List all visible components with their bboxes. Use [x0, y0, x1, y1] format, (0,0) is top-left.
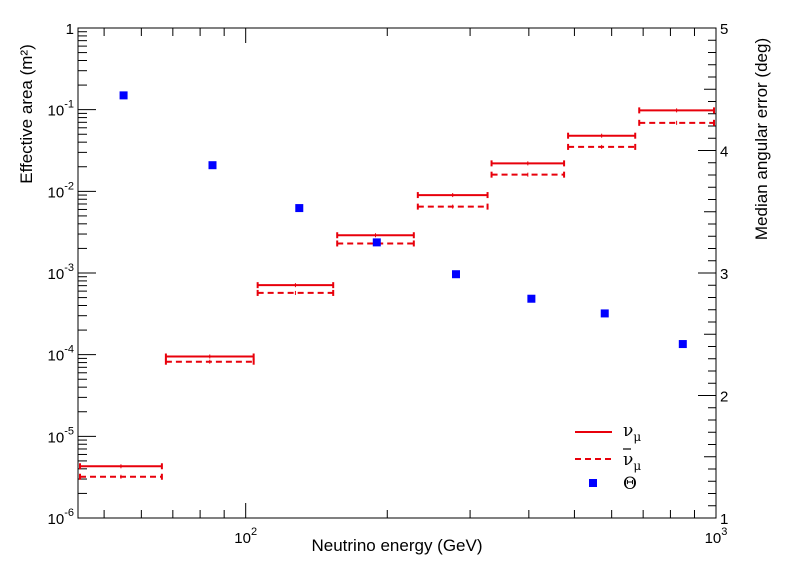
theta-marker: [451, 270, 460, 279]
theta-marker: [119, 91, 128, 100]
y-left-tick-label: 10-2: [48, 180, 74, 201]
series-bars: [79, 107, 715, 480]
y-right-tick-label: 3: [720, 266, 728, 283]
y-left-tick-label: 10-6: [48, 507, 74, 528]
y-right-tick-label: 1: [720, 511, 728, 528]
plot-frame: [77, 27, 717, 519]
x-axis-title: Neutrino energy (GeV): [311, 536, 482, 555]
y-left-tick-label: 10-4: [48, 344, 74, 365]
y-left-tick-label-base: 10: [48, 184, 65, 201]
y-left-tick-label: 10-5: [48, 425, 74, 446]
legend-numu-subscript: μ: [633, 430, 641, 444]
y-left-tick-label-exponent: -2: [64, 180, 74, 192]
legend-theta-swatch: [589, 479, 597, 487]
legend-antinumu-subscript: μ: [633, 459, 641, 473]
y-left-tick-label-base: 1: [66, 21, 74, 38]
legend-theta-label: Θ: [623, 474, 637, 494]
theta-marker: [295, 204, 304, 213]
legend-numu-symbol: ν: [623, 421, 633, 441]
y-left-tick-label-base: 10: [48, 511, 65, 528]
x-tick-label-exponent: 2: [251, 526, 257, 538]
y-left-tick-label: 1: [66, 21, 74, 38]
y-left-tick-label-base: 10: [48, 429, 65, 446]
y-left-tick-label-exponent: -6: [64, 507, 74, 519]
series-markers: [119, 91, 687, 349]
y-left-tick-label: 10-3: [48, 262, 74, 283]
y-left-tick-label-exponent: -4: [64, 344, 74, 356]
legend-antinumu-symbol: ν: [623, 450, 633, 470]
theta-marker: [372, 238, 381, 247]
y-right-tick-label: 4: [720, 144, 728, 161]
y-left-tick-label-exponent: -3: [64, 262, 74, 274]
y-left-tick-label-exponent: -5: [64, 425, 74, 437]
y-left-tick-label-exponent: -1: [64, 99, 74, 111]
y-left-tick-label-base: 10: [48, 348, 65, 365]
y-left-tick-label-base: 10: [48, 266, 65, 283]
y-right-tick-label: 5: [720, 21, 728, 38]
axis-ticks: [78, 27, 717, 519]
theta-marker: [600, 309, 609, 318]
theta-marker: [527, 294, 536, 303]
y-left-tick-label: 10-1: [48, 99, 74, 120]
theta-marker: [208, 161, 217, 170]
y-left-axis-title: Effective area (m²): [17, 44, 36, 184]
x-tick-label: 103: [705, 526, 728, 547]
y-left-tick-label-base: 10: [48, 103, 65, 120]
y-right-tick-label: 2: [720, 389, 728, 406]
x-tick-label-exponent: 3: [721, 526, 727, 538]
legend-antinumu-label: νμ: [623, 450, 641, 473]
x-tick-label-base: 10: [234, 530, 251, 547]
legend-numu-label: νμ: [623, 421, 641, 444]
x-tick-label-base: 10: [705, 530, 722, 547]
y-right-axis-title: Median angular error (deg): [752, 38, 771, 240]
x-tick-label: 102: [234, 526, 257, 547]
theta-marker: [678, 340, 687, 349]
